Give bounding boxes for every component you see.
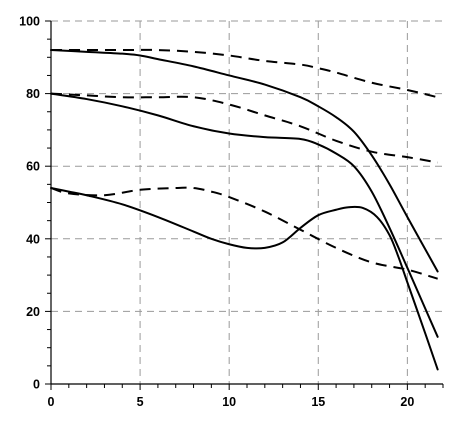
y-tick-label: 100 — [19, 15, 40, 29]
series-line-2-dashed — [50, 92, 438, 164]
y-tick-label: 20 — [26, 305, 40, 319]
series-line-5-solid — [50, 92, 439, 338]
y-tick-label: 80 — [26, 87, 40, 101]
x-tick-label: 5 — [137, 395, 144, 409]
x-tick-label: 20 — [400, 395, 414, 409]
y-tick-label: 0 — [33, 378, 40, 392]
tick-labels: 0 5 10 15 20 0 20 40 60 80 100 — [19, 15, 414, 410]
axes — [45, 20, 444, 390]
x-tick-label: 15 — [311, 395, 325, 409]
series-line-1-dashed — [51, 48, 438, 99]
grid-lines — [51, 20, 443, 384]
x-tick-label: 0 — [48, 395, 55, 409]
x-tick-label: 10 — [222, 395, 236, 409]
y-tick-label: 60 — [26, 160, 40, 174]
data-series — [50, 48, 439, 371]
series-line-4-solid — [50, 49, 439, 273]
series-line-6-solid — [50, 186, 439, 371]
y-tick-label: 40 — [26, 232, 40, 246]
series-line-3-dashed — [50, 186, 438, 280]
